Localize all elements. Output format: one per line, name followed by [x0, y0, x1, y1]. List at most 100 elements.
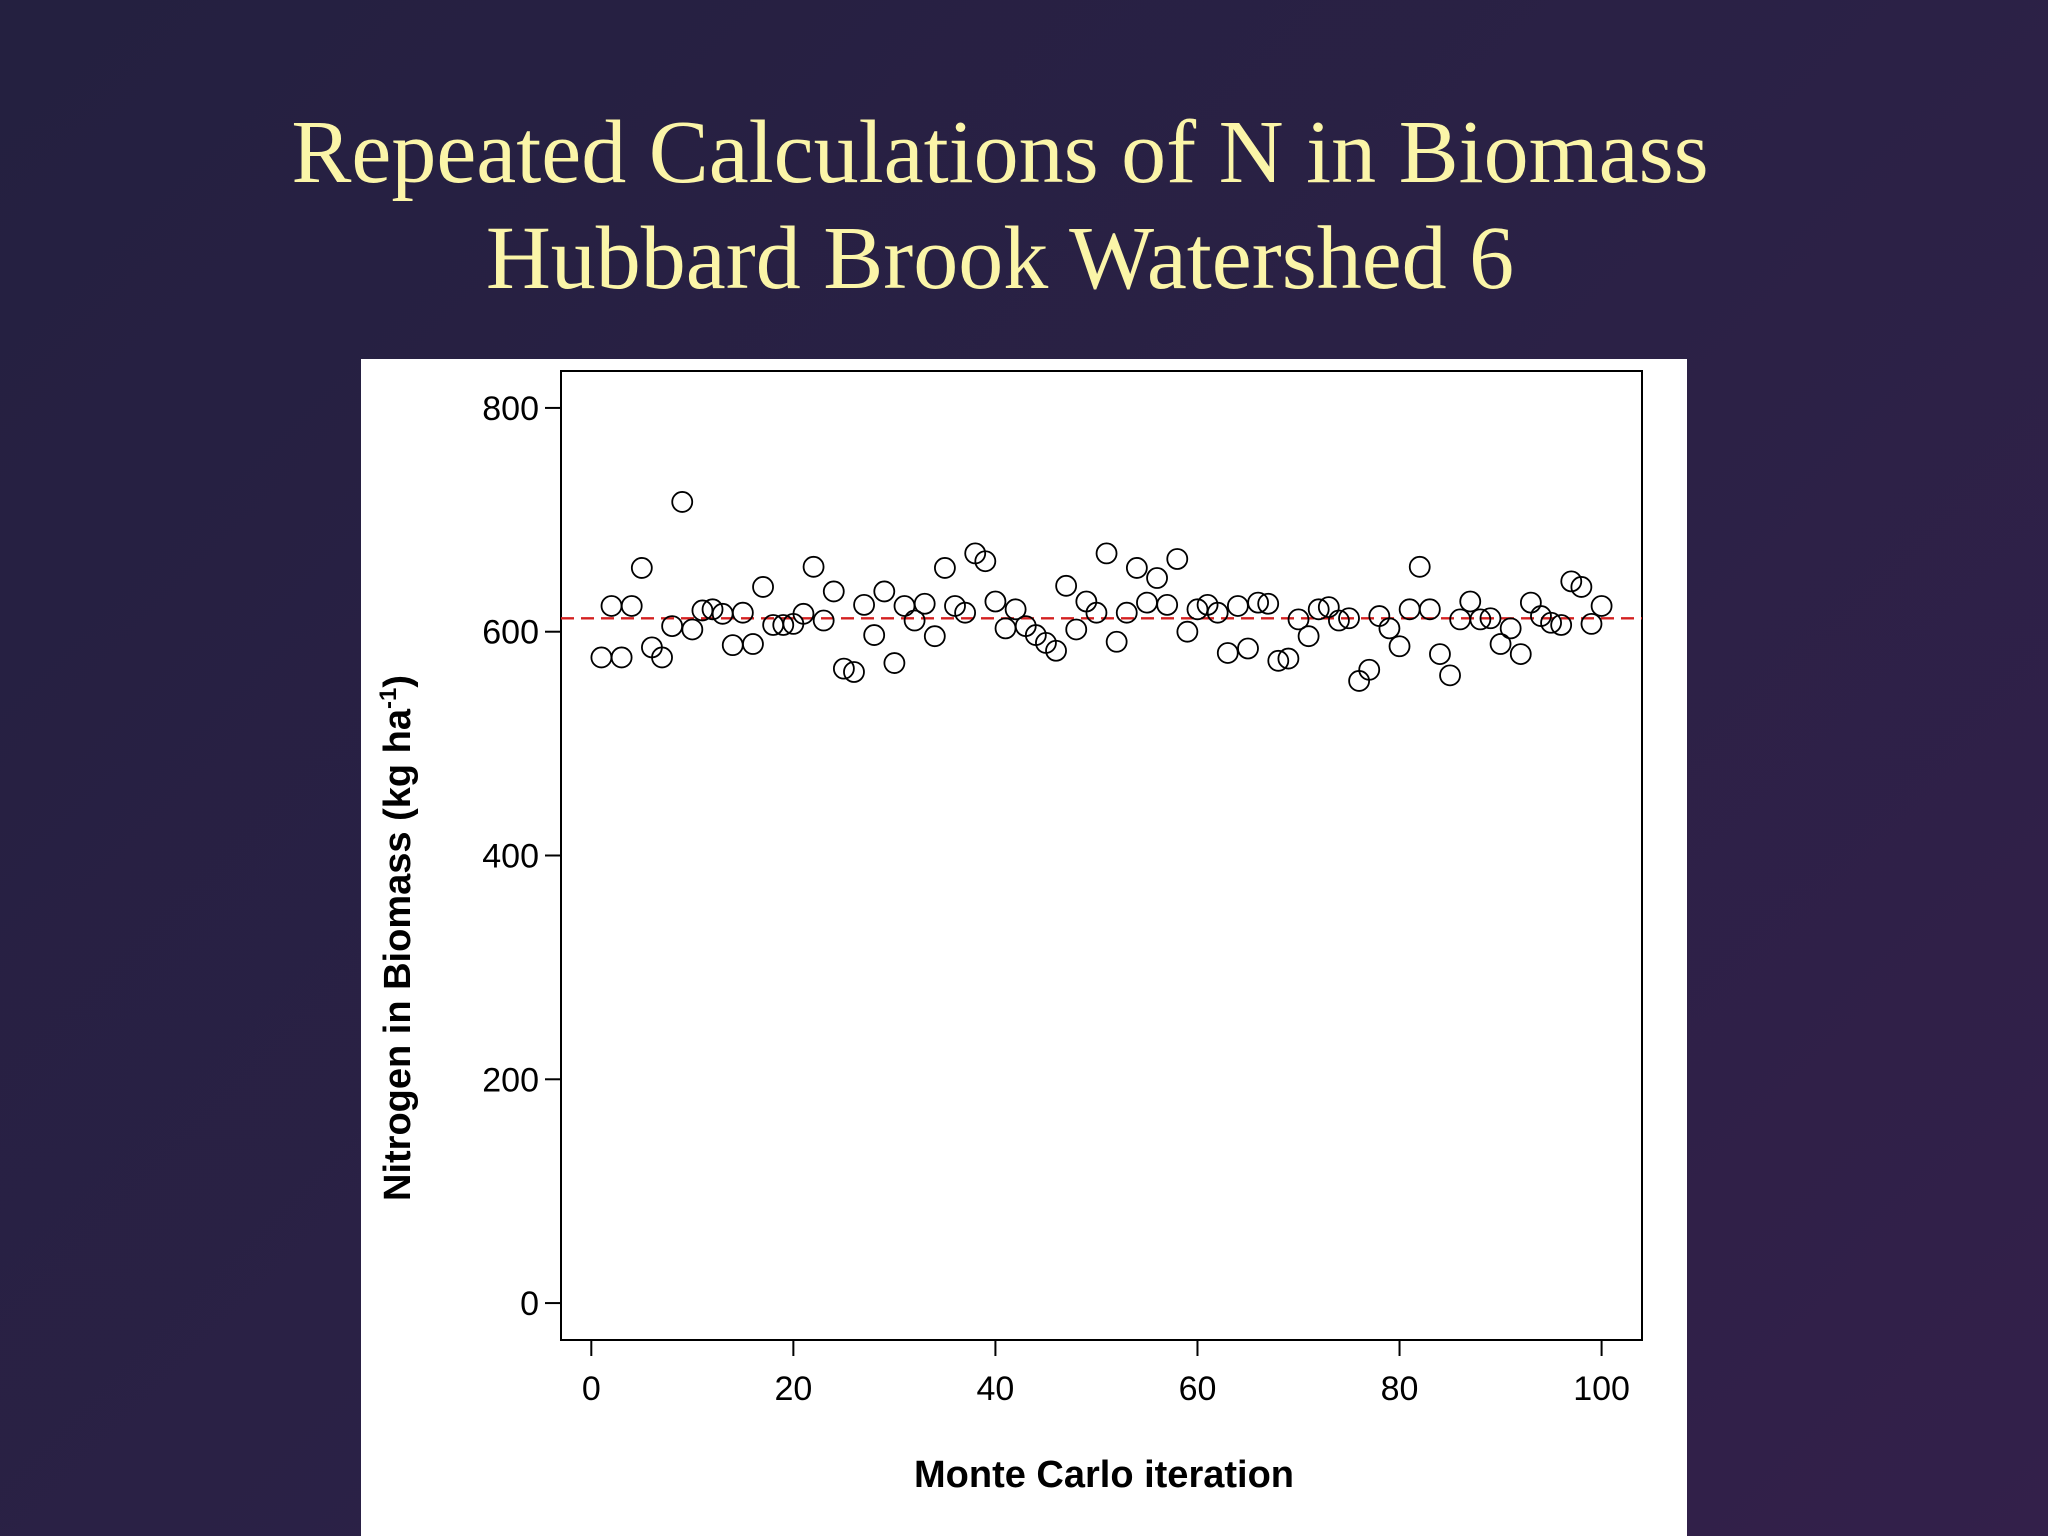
- data-point: [1075, 590, 1098, 613]
- y-tick-label: 600: [482, 614, 539, 652]
- data-point: [812, 609, 835, 632]
- data-point: [1418, 598, 1441, 621]
- data-point: [913, 592, 936, 615]
- x-tick-label: 0: [582, 1370, 601, 1408]
- slide-title-line-2: Hubbard Brook Watershed 6: [485, 209, 1515, 308]
- data-point: [1519, 591, 1542, 614]
- data-point: [853, 593, 875, 616]
- data-point: [1267, 649, 1290, 672]
- data-point: [1297, 625, 1320, 648]
- data-point: [1166, 548, 1189, 570]
- data-point: [903, 609, 926, 632]
- data-point: [822, 580, 845, 603]
- data-point: [1459, 590, 1482, 613]
- data-point: [1287, 608, 1310, 631]
- data-point: [721, 634, 744, 657]
- data-point: [893, 595, 916, 617]
- plot-panel: 0 200 400 600 800 0 20 40 60 80 100 Nitrogen in B…: [361, 359, 1687, 1536]
- data-point: [630, 557, 653, 579]
- data-point: [1348, 670, 1371, 692]
- data-point: [1095, 542, 1118, 565]
- data-point: [1105, 630, 1128, 653]
- x-axis-label: Monte Carlo iteration: [914, 1454, 1294, 1496]
- y-tick-label: 800: [482, 390, 539, 428]
- data-point: [1540, 611, 1562, 634]
- data-point: [1368, 605, 1391, 627]
- data-point: [923, 625, 946, 648]
- data-point: [832, 657, 855, 680]
- data-point: [731, 601, 754, 624]
- slide-title-line-1: Repeated Calculations of N in Biomass: [291, 103, 1709, 202]
- x-tick-label: 80: [1381, 1370, 1419, 1408]
- data-point: [1509, 643, 1532, 665]
- data-point: [1146, 567, 1168, 589]
- data-point: [1479, 607, 1502, 630]
- x-tick-label: 20: [774, 1370, 812, 1408]
- data-point: [1237, 637, 1259, 660]
- y-axis-label-superscript: -1: [375, 688, 402, 709]
- data-point: [1085, 601, 1108, 624]
- y-axis: 0 200 400 600 800: [482, 390, 561, 1323]
- data-point: [1257, 592, 1280, 615]
- x-axis: 0 20 40 60 80 100: [582, 1340, 1630, 1408]
- data-point: [1469, 608, 1492, 631]
- data-point: [863, 624, 886, 646]
- data-point: [651, 646, 673, 669]
- data-point: [1125, 557, 1148, 579]
- x-tick-label: 100: [1573, 1370, 1630, 1408]
- data-point: [934, 557, 956, 579]
- data-point: [1277, 647, 1300, 670]
- data-point: [1226, 595, 1249, 617]
- data-point: [1156, 593, 1179, 616]
- data-point: [1216, 642, 1239, 664]
- data-points: [590, 491, 1613, 692]
- y-tick-label: 0: [520, 1285, 539, 1323]
- data-point: [1570, 576, 1593, 598]
- data-point: [1065, 618, 1088, 641]
- data-point: [873, 580, 896, 603]
- x-tick-label: 40: [977, 1370, 1015, 1408]
- y-axis-label: Nitrogen in Biomass (kg ha-1): [375, 675, 419, 1201]
- data-point: [620, 595, 643, 617]
- data-point: [1206, 601, 1229, 624]
- data-point: [792, 602, 815, 625]
- data-point: [1388, 635, 1411, 658]
- data-point: [1136, 591, 1158, 614]
- data-point: [802, 555, 825, 578]
- data-point: [1408, 555, 1431, 578]
- data-point: [600, 595, 623, 617]
- data-point: [1055, 574, 1078, 597]
- data-point: [1004, 598, 1027, 621]
- data-point: [1378, 617, 1401, 640]
- data-point: [883, 652, 906, 674]
- data-point: [772, 614, 795, 636]
- data-point: [1247, 591, 1269, 614]
- data-point: [1550, 614, 1573, 636]
- x-tick-label: 60: [1179, 1370, 1217, 1408]
- y-axis-label-close: ): [377, 675, 419, 688]
- data-point: [1328, 609, 1350, 632]
- data-point: [974, 550, 997, 573]
- data-point: [1560, 570, 1583, 593]
- data-point: [994, 617, 1017, 640]
- y-tick-label: 400: [482, 838, 539, 876]
- data-point: [610, 646, 633, 669]
- data-point: [1176, 620, 1199, 643]
- plot-frame: [560, 370, 1643, 1341]
- data-point: [984, 590, 1007, 613]
- data-point: [752, 576, 774, 598]
- data-point: [701, 598, 724, 621]
- data-point: [1580, 612, 1603, 635]
- data-point: [1499, 617, 1522, 640]
- data-point: [1439, 664, 1461, 687]
- scatter-chart: 0 200 400 600 800 0 20 40 60 80 100 Nitrogen in B…: [375, 370, 1643, 1496]
- data-point: [681, 618, 704, 641]
- y-tick-label: 200: [482, 1061, 539, 1099]
- data-point: [590, 646, 613, 669]
- data-point: [1115, 601, 1138, 624]
- data-point: [1429, 643, 1451, 665]
- data-point: [742, 633, 764, 655]
- data-point: [1338, 607, 1360, 630]
- data-point: [954, 601, 977, 624]
- slide-title: Repeated Calculations of N in Biomass Hu…: [0, 100, 2000, 312]
